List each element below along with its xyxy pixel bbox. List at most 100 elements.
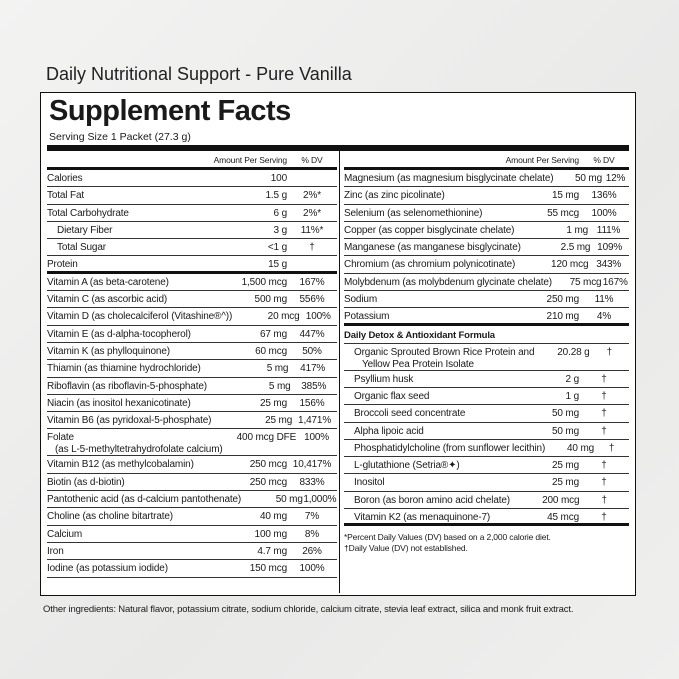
amount: 120 mcg xyxy=(551,259,589,271)
nutrient-name: Alpha lipoic acid xyxy=(344,426,509,437)
nutrient-label: Thiamin (as thiamine hydrochloride) xyxy=(47,363,201,375)
nutrient-row: Organic flax seed 1 g † xyxy=(344,388,629,406)
amount: 5 mg xyxy=(268,380,291,392)
nutrient-name: Total Fat xyxy=(47,190,197,201)
nutrient-row: L-glutathione (Setria®✦) 25 mg † xyxy=(344,457,629,475)
nutrient-name: Copper (as copper bisglycinate chelate) xyxy=(344,225,515,236)
left-column: Amount Per Serving % DV Calories 100 Total… xyxy=(47,153,337,578)
daily-value: † xyxy=(601,460,607,472)
dv-header: % DV xyxy=(301,155,323,165)
nutrient-label: Inositol xyxy=(354,477,385,489)
nutrient-row: Inositol 25 mg † xyxy=(344,474,629,492)
nutrient-label: Riboflavin (as riboflavin-5-phosphate) xyxy=(47,380,207,392)
nutrient-row: Alpha lipoic acid 50 mg † xyxy=(344,423,629,440)
daily-value: † xyxy=(309,242,315,254)
nutrient-row: Folate (as L-5-methyltetrahydrofolate cal… xyxy=(47,429,337,457)
daily-value: 417% xyxy=(300,363,326,375)
nutrient-label: Phosphatidylcholine (from sunflower leci… xyxy=(354,442,546,454)
other-ingredients: Other ingredients: Natural flavor, potas… xyxy=(43,604,574,615)
nutrient-label: Vitamin D (as cholecalciferol (Vitashine… xyxy=(47,311,233,323)
footnotes: *Percent Daily Values (DV) based on a 2,… xyxy=(344,532,629,554)
column-header: Amount Per Serving % DV xyxy=(47,153,337,170)
amount: 100 mg xyxy=(254,528,288,540)
nutrient-detail: (as L-5-methyltetrahydrofolate calcium) xyxy=(55,444,223,456)
nutrient-label: Biotin (as d-biotin) xyxy=(47,476,125,488)
daily-value: 109% xyxy=(597,242,623,254)
daily-value: 111% xyxy=(596,224,621,236)
nutrient-label: Iron xyxy=(47,545,64,557)
nutrient-label: Vitamin C (as ascorbic acid) xyxy=(47,294,168,306)
nutrient-label: Vitamin B12 (as methylcobalamin) xyxy=(47,459,194,471)
nutrient-label: Organic Sprouted Brown Rice Protein and xyxy=(354,346,535,358)
amount: 6 g xyxy=(273,207,288,219)
amount: 250 mg xyxy=(546,294,580,306)
amount: 2 g xyxy=(565,373,580,385)
nutrient-name: Psyllium husk xyxy=(344,374,509,385)
facts-title: Supplement Facts xyxy=(49,95,291,127)
amount: 15 g xyxy=(268,259,287,271)
amount: 2.5 mg xyxy=(560,242,591,254)
amount: 250 mcg xyxy=(249,476,287,488)
nutrient-row: Pantothenic acid (as d-calcium pantothen… xyxy=(47,491,337,509)
nutrient-name: Thiamin (as thiamine hydrochloride) xyxy=(47,363,201,374)
amount: 67 mg xyxy=(259,328,287,340)
nutrient-name: Chromium (as chromium polynicotinate) xyxy=(344,259,515,270)
nutrient-name: Protein xyxy=(47,259,197,270)
nutrient-label: Manganese (as manganese bisglycinate) xyxy=(344,242,521,254)
nutrient-name: Biotin (as d-biotin) xyxy=(47,477,197,488)
amount-header: Amount Per Serving xyxy=(213,155,288,165)
nutrient-name: Vitamin B12 (as methylcobalamin) xyxy=(47,459,197,470)
amount: 40 mg xyxy=(259,511,287,523)
daily-value: 156% xyxy=(299,397,325,409)
amount: 25 mg xyxy=(259,397,287,409)
product-title: Daily Nutritional Support - Pure Vanilla xyxy=(46,64,352,84)
amount: 50 mg xyxy=(574,173,603,184)
nutrient-row: Manganese (as manganese bisglycinate) 2.5… xyxy=(344,239,629,257)
daily-value: † xyxy=(601,512,607,524)
daily-value: † xyxy=(601,408,607,420)
daily-value: 50% xyxy=(302,345,322,357)
daily-value: 447% xyxy=(299,328,325,340)
footnote: †Daily Value (DV) not established. xyxy=(344,543,468,554)
nutrient-label: Broccoli seed concentrate xyxy=(354,408,466,420)
nutrient-row: Calcium 100 mg 8% xyxy=(47,526,337,543)
daily-value: 1,000% xyxy=(303,494,337,506)
nutrient-row: Boron (as boron amino acid chelate) 200 m… xyxy=(344,492,629,510)
nutrient-name: Dietary Fiber xyxy=(47,225,197,236)
nutrient-label: Dietary Fiber xyxy=(57,224,113,236)
divider xyxy=(47,145,629,151)
daily-value: † xyxy=(601,477,607,489)
nutrient-label: Vitamin K2 (as menaquinone-7) xyxy=(354,512,491,524)
nutrient-label: Vitamin A (as beta-carotene) xyxy=(47,276,169,288)
nutrient-name: Iodine (as potassium iodide) xyxy=(47,563,197,574)
amount-header: Amount Per Serving xyxy=(505,155,580,165)
daily-value: 10,417% xyxy=(292,459,332,471)
amount: 75 mcg xyxy=(569,276,602,288)
nutrient-name: Folate (as L-5-methyltetrahydrofolate cal… xyxy=(47,432,223,455)
nutrient-row: Potassium 210 mg 4% xyxy=(344,308,629,326)
amount: 200 mcg xyxy=(542,494,580,506)
nutrient-row: Vitamin K (as phylloquinone) 60 mcg 50% xyxy=(47,343,337,361)
nutrient-name: Total Carbohydrate xyxy=(47,208,197,219)
nutrient-row: Choline (as choline bitartrate) 40 mg 7% xyxy=(47,508,337,526)
nutrient-name: Selenium (as selenomethionine) xyxy=(344,208,489,219)
amount: 4.7 mg xyxy=(257,545,287,557)
amount: 250 mcg xyxy=(249,459,287,471)
nutrient-row: Vitamin C (as ascorbic acid) 500 mg 556% xyxy=(47,291,337,309)
daily-value: 11% xyxy=(594,294,614,306)
nutrient-row: Biotin (as d-biotin) 250 mcg 833% xyxy=(47,474,337,492)
amount: 500 mg xyxy=(254,294,288,306)
column-divider xyxy=(339,151,340,593)
daily-value: † xyxy=(601,373,607,385)
nutrient-name: Vitamin A (as beta-carotene) xyxy=(47,277,197,288)
nutrient-name: Inositol xyxy=(344,477,509,488)
nutrient-label: Vitamin B6 (as pyridoxal-5-phosphate) xyxy=(47,415,212,427)
daily-value: 100% xyxy=(305,311,331,323)
nutrient-row: Protein 15 g xyxy=(47,256,337,274)
nutrient-row: Niacin (as inositol hexanicotinate) 25 mg… xyxy=(47,395,337,413)
nutrient-name: Niacin (as inositol hexanicotinate) xyxy=(47,398,197,409)
nutrient-name: Calcium xyxy=(47,529,197,540)
nutrient-label: Zinc (as zinc picolinate) xyxy=(344,190,445,202)
daily-value: † xyxy=(601,494,607,506)
